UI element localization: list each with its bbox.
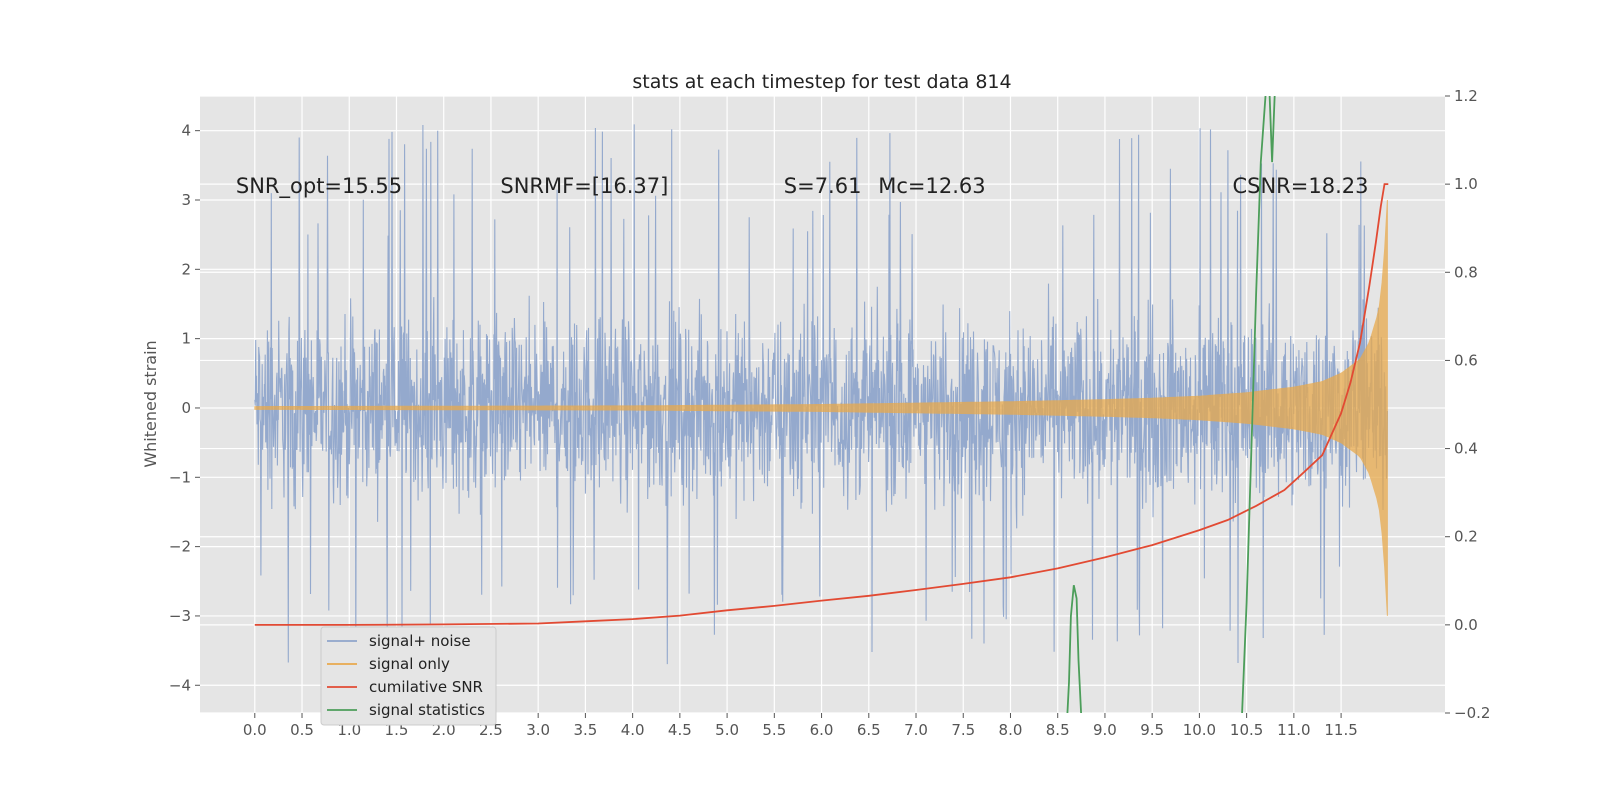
x-tick-label: 6.5: [857, 721, 881, 739]
y-axis-right: 1.2 1.0 0.8 0.6 0.4 0.2 0.0 −0.2: [1445, 87, 1490, 722]
series-layer: [254, 96, 1389, 713]
y2-tick-label: 0.0: [1454, 616, 1478, 634]
series-signal-statistics: [1241, 96, 1276, 713]
y-tick-label: 0: [181, 399, 191, 417]
series-signal-statistics: [1066, 585, 1082, 713]
x-tick-label: 0.0: [243, 721, 267, 739]
y2-tick-label: 0.4: [1454, 440, 1478, 458]
y-tick-label: −1: [169, 468, 191, 486]
x-tick-label: 3.0: [526, 721, 550, 739]
x-tick-label: 11.5: [1324, 721, 1357, 739]
y2-tick-label: 1.2: [1454, 87, 1478, 105]
x-tick-label: 11.0: [1277, 721, 1310, 739]
y-axis-label: Whitened strain: [141, 340, 160, 467]
annotation-csnr: CSNR=18.23: [1232, 174, 1368, 198]
series-signal-plus-noise: [254, 124, 1388, 665]
y-tick-label: 1: [181, 330, 191, 348]
legend-label: cumilative SNR: [369, 678, 483, 696]
y-tick-label: 2: [181, 260, 191, 278]
annotation-snr-opt: SNR_opt=15.55: [236, 174, 402, 199]
x-tick-label: 7.0: [904, 721, 928, 739]
x-tick-label: 10.5: [1230, 721, 1263, 739]
chart-title: stats at each timestep for test data 814: [632, 71, 1011, 93]
series-signal-only: [254, 199, 1388, 616]
legend-label: signal statistics: [369, 701, 485, 719]
y2-tick-label: 1.0: [1454, 175, 1478, 193]
x-tick-label: 3.5: [573, 721, 597, 739]
y-tick-label: 4: [181, 122, 191, 140]
legend-box: [320, 626, 497, 726]
legend-label: signal only: [369, 655, 450, 673]
y2-tick-label: 0.2: [1454, 528, 1478, 546]
legend-label: signal+ noise: [369, 632, 471, 650]
x-tick-label: 7.5: [951, 721, 975, 739]
x-tick-label: 8.5: [1046, 721, 1070, 739]
y-tick-label: 3: [181, 191, 191, 209]
x-tick-label: 5.5: [762, 721, 786, 739]
x-tick-label: 9.0: [1093, 721, 1117, 739]
x-tick-label: 10.0: [1183, 721, 1216, 739]
x-tick-label: 5.0: [715, 721, 739, 739]
y2-tick-label: 0.8: [1454, 263, 1478, 281]
y-axis-left: 4 3 2 1 0 −1 −2 −3 −4: [169, 122, 200, 694]
x-axis: 0.0 0.5 1.0 1.5 2.0 2.5 3.0 3.5 4.0 4.5 5.0 5.5 6.0 6…: [243, 713, 1358, 739]
x-tick-label: 6.0: [810, 721, 834, 739]
annotations: SNR_opt=15.55 SNRMF=[16.37] S=7.61 Mc=12.63…: [236, 174, 1369, 199]
x-tick-label: 0.5: [290, 721, 314, 739]
y2-tick-label: −0.2: [1454, 704, 1490, 722]
x-tick-label: 8.0: [999, 721, 1023, 739]
annotation-snr-mf: SNRMF=[16.37]: [500, 174, 668, 198]
series-cumilative-snr: [254, 183, 1389, 626]
legend: signal+ noise signal only cumilative SNR si…: [320, 626, 497, 726]
y-tick-label: −4: [169, 676, 191, 694]
x-tick-label: 9.5: [1140, 721, 1164, 739]
y-tick-label: −3: [169, 607, 191, 625]
annotation-s-stat: S=7.61: [784, 174, 862, 198]
y2-tick-label: 0.6: [1454, 351, 1478, 369]
x-tick-label: 4.5: [668, 721, 692, 739]
annotation-chirp-mass: Mc=12.63: [878, 174, 985, 198]
x-tick-label: 4.0: [621, 721, 645, 739]
y-tick-label: −2: [169, 538, 191, 556]
